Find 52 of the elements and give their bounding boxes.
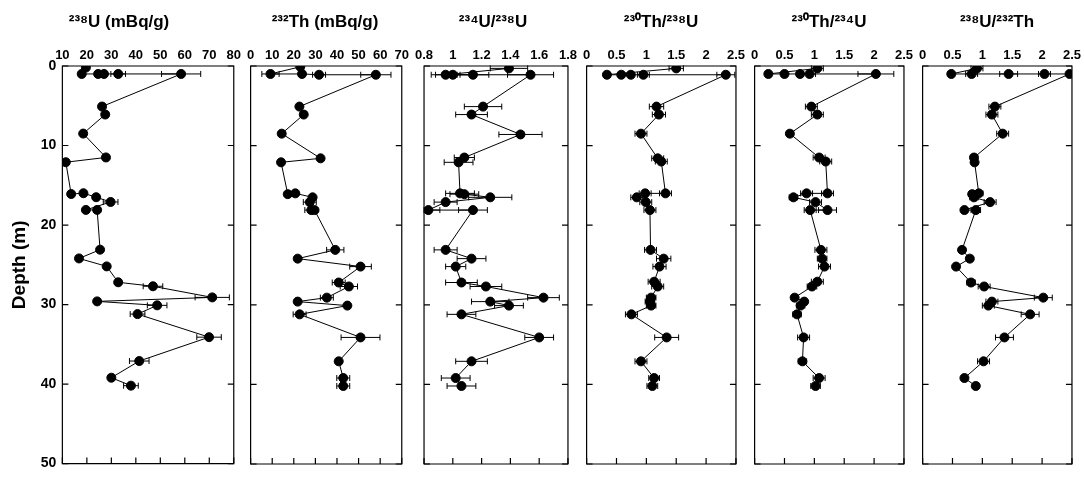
x-tick-label: 80 [226, 46, 241, 62]
x-tick-label: 0.5 [775, 46, 794, 62]
x-tick-label: 2.5 [726, 46, 745, 62]
x-tick-label: 1.8 [558, 46, 577, 62]
x-tick-label: 1 [642, 46, 650, 62]
x-tick-label: 2.5 [894, 46, 913, 62]
y-tick-label: 50 [40, 454, 57, 471]
x-tick-label: 70 [202, 46, 217, 62]
x-tick-label: 1.6 [530, 46, 549, 62]
x-tick-label: 70 [394, 46, 409, 62]
chart-title: ²³⁰Th/²³⁸U [623, 11, 699, 31]
x-tick-label: 1 [810, 46, 818, 62]
x-tick-label: 2.5 [1062, 46, 1081, 62]
x-tick-label: 2 [702, 46, 710, 62]
x-tick-label: 20 [286, 46, 302, 62]
chart-title: ²³²Th (mBq/g) [271, 11, 379, 31]
x-tick-label: 40 [329, 46, 345, 62]
x-tick-label: 0.8 [415, 46, 434, 62]
x-tick-label: 60 [177, 46, 193, 62]
y-axis-title: Depth (m) [7, 220, 29, 310]
y-tick-label: 20 [40, 215, 57, 232]
chart-title: ²³⁸U (mBq/g) [68, 11, 170, 31]
x-tick-label: 10 [55, 46, 70, 62]
chart-title: ²³⁴U/²³⁸U [458, 11, 528, 31]
x-tick-label: 0 [247, 46, 255, 62]
x-tick-label: 0 [919, 46, 927, 62]
x-tick-label: 0.5 [607, 46, 626, 62]
x-tick-label: 1.5 [835, 46, 854, 62]
y-tick-label: 30 [40, 295, 57, 312]
x-tick-label: 1 [978, 46, 986, 62]
x-tick-label: 2 [1038, 46, 1046, 62]
x-tick-label: 20 [79, 46, 95, 62]
x-tick-label: 10 [264, 46, 280, 62]
x-tick-label: 50 [351, 46, 366, 62]
chart-title: ²³⁸U/²³²Th [959, 11, 1035, 31]
x-tick-label: 50 [153, 46, 168, 62]
x-tick-label: 1 [449, 46, 457, 62]
x-tick-label: 40 [128, 46, 144, 62]
y-tick-label: 10 [40, 136, 57, 153]
x-tick-label: 0 [751, 46, 759, 62]
y-tick-label: 40 [40, 374, 57, 391]
x-tick-label: 0 [583, 46, 591, 62]
x-tick-label: 1.5 [667, 46, 686, 62]
x-tick-label: 30 [308, 46, 323, 62]
x-tick-label: 1.4 [501, 46, 521, 62]
x-tick-label: 60 [372, 46, 388, 62]
x-tick-label: 0.5 [943, 46, 962, 62]
x-tick-label: 1.2 [472, 46, 491, 62]
x-tick-label: 1.5 [1003, 46, 1022, 62]
x-tick-label: 30 [104, 46, 119, 62]
chart-title: ²³⁰Th/²³⁴U [791, 11, 867, 31]
x-tick-label: 2 [870, 46, 878, 62]
